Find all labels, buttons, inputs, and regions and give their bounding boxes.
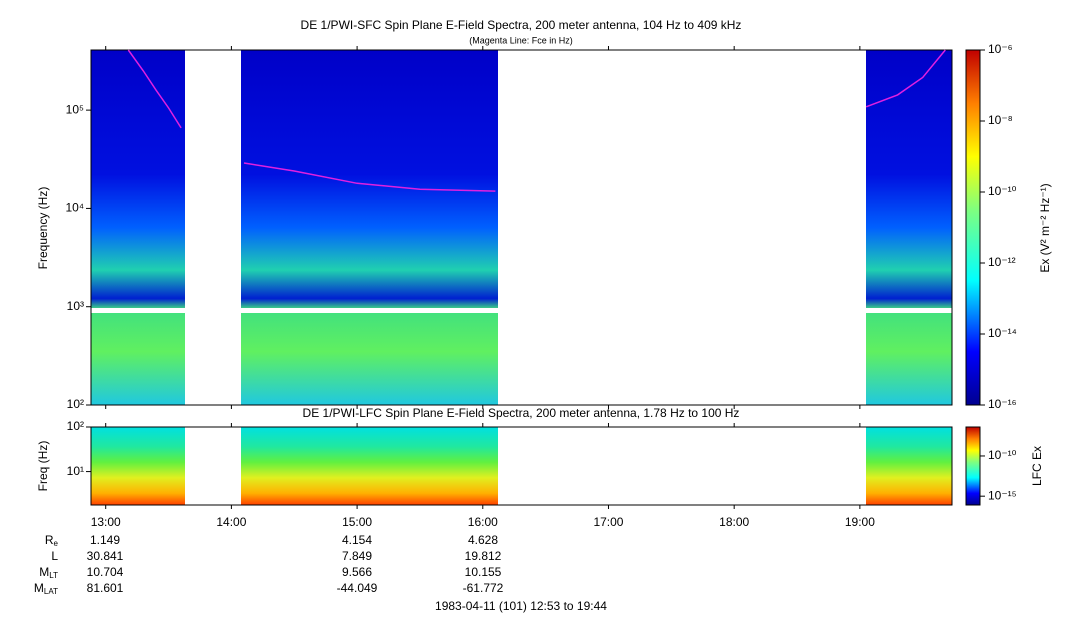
ephemeris-value: 4.628 [468,533,498,547]
colorbar [966,427,980,505]
ephemeris-value: 19.812 [465,549,502,563]
colorbar-label: LFC Ex [1030,446,1044,486]
ephemeris-label-main: M [39,565,49,579]
spectrogram-region [866,427,952,505]
ephemeris-label-sub: LT [49,571,58,580]
spectrogram-region [241,427,498,505]
y-tick-label: 10² [67,419,84,433]
ephemeris-value: 9.566 [342,565,372,579]
chart-subtitle: (Magenta Line: Fce in Hz) [469,35,573,45]
x-tick-label: 15:00 [342,515,372,529]
x-tick-label: 13:00 [91,515,121,529]
colorbar-tick-label: 10⁻¹⁶ [988,397,1017,411]
y-tick-label: 10¹ [67,464,84,478]
y-axis-label: Frequency (Hz) [36,187,50,270]
ephemeris-label: MLT [39,565,58,580]
spectrogram-region [91,50,185,405]
ephemeris-label-main: M [34,581,44,595]
colorbar-tick-label: 10⁻¹⁰ [988,448,1017,462]
colorbar-label: Ex (V² m⁻² Hz⁻¹) [1038,183,1052,272]
spectrogram-region [866,50,952,405]
spectrogram-region [91,427,185,505]
ephemeris-value: 1.149 [90,533,120,547]
plot-frame [90,426,953,506]
y-tick-label: 10⁴ [65,201,84,215]
colorbar-tick-label: 10⁻¹⁴ [988,326,1017,340]
colorbar-tick-label: 10⁻⁶ [988,42,1013,56]
fce-line [127,49,946,192]
x-tick-label: 19:00 [845,515,875,529]
ephemeris-value: 10.704 [87,565,124,579]
colorbar-frame [965,49,981,406]
footer: 1983-04-11 (101) 12:53 to 19:44 [435,599,607,613]
y-tick-label: 10² [67,397,84,411]
ephemeris-label-main: L [51,549,58,563]
plot-frame [90,49,953,406]
spectrogram-fill [90,49,981,506]
ephemeris-value: -61.772 [463,581,504,595]
colorbar-tick-label: 10⁻⁸ [988,113,1013,127]
colorbar-tick-label: 10⁻¹⁵ [988,488,1017,502]
chart-title: DE 1/PWI-LFC Spin Plane E-Field Spectra,… [303,406,740,420]
ephemeris-label-sub: LAT [44,587,58,596]
x-tick-label: 18:00 [719,515,749,529]
ephemeris-label: MLAT [34,581,58,596]
x-tick-label: 14:00 [216,515,246,529]
x-tick-label: 16:00 [468,515,498,529]
colorbar-frame [965,426,981,506]
ephemeris-value: -44.049 [337,581,378,595]
ephemeris-label: L [51,549,58,563]
ephemeris-label: Re [45,533,59,548]
chart-title: DE 1/PWI-SFC Spin Plane E-Field Spectra,… [301,18,742,32]
colorbar-tick-label: 10⁻¹⁰ [988,184,1017,198]
y-tick-label: 10⁵ [66,102,84,116]
ephemeris-value: 10.155 [465,565,502,579]
ephemeris-label-main: R [45,533,54,547]
x-tick-label: 17:00 [593,515,623,529]
spectrogram-region [241,50,498,405]
ephemeris-value: 4.154 [342,533,372,547]
band-gap [91,308,952,313]
colorbar [966,50,980,405]
ephemeris-label-sub: e [54,539,59,548]
y-axis-label: Freq (Hz) [36,441,50,492]
ephemeris-value: 30.841 [87,549,124,563]
ephemeris-value: 81.601 [87,581,124,595]
y-tick-label: 10³ [67,299,84,313]
colorbar-tick-label: 10⁻¹² [988,255,1016,269]
ephemeris-value: 7.849 [342,549,372,563]
